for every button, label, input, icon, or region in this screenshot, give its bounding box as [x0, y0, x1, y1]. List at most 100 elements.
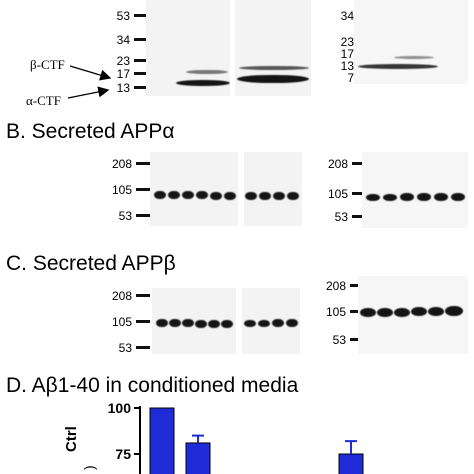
blot-band — [244, 320, 256, 327]
blot-band — [451, 193, 465, 201]
blot-band — [366, 194, 380, 201]
blot-band — [182, 319, 194, 327]
blot-a-3 — [354, 0, 468, 84]
blot-band — [417, 193, 431, 201]
blot-band — [434, 193, 448, 201]
blot-c-2 — [242, 288, 300, 354]
blot-band — [154, 191, 166, 199]
mw-marker-53: 53 — [334, 210, 348, 224]
mw-tick — [136, 320, 150, 323]
blot-band — [394, 308, 410, 317]
blot-band — [182, 191, 194, 199]
mw-tick — [350, 310, 364, 313]
mw-tick — [134, 72, 146, 75]
mw-marker-17: 17 — [340, 47, 354, 61]
blot-band — [156, 319, 168, 327]
blot-band — [176, 80, 230, 86]
blot-band — [445, 306, 463, 316]
blot-band — [195, 320, 207, 328]
mw-tick — [136, 294, 150, 297]
mw-marker-7: 7 — [347, 71, 354, 85]
mw-marker-208: 208 — [111, 157, 132, 171]
mw-marker-208: 208 — [111, 289, 132, 303]
blot-band — [358, 64, 438, 69]
mw-marker-17: 17 — [116, 67, 130, 81]
mw-tick — [352, 162, 366, 165]
blot-band — [360, 308, 376, 317]
alpha-ctf-label: α-CTF — [26, 93, 61, 108]
mw-marker-53: 53 — [116, 9, 130, 23]
mw-tick — [136, 214, 150, 217]
blot-band — [208, 320, 220, 328]
panel-d-title: D. Aβ1-40 in conditioned media — [6, 374, 299, 397]
blot-band — [237, 75, 309, 83]
mw-tick — [350, 338, 364, 341]
mw-tick — [352, 192, 366, 195]
mw-marker-105: 105 — [327, 187, 348, 201]
blot-band — [286, 319, 298, 327]
mw-marker-208: 208 — [327, 157, 348, 171]
mw-tick — [136, 188, 150, 191]
mw-marker-23: 23 — [116, 54, 130, 68]
bar — [185, 442, 211, 474]
mw-marker-53: 53 — [118, 341, 132, 355]
bar — [149, 407, 175, 474]
mw-marker-105: 105 — [111, 315, 132, 329]
blot-band — [186, 70, 228, 74]
blot-c-3 — [358, 276, 468, 354]
mw-tick — [136, 346, 150, 349]
mw-tick — [134, 86, 146, 89]
blot-band — [259, 192, 271, 200]
mw-marker-208: 208 — [325, 279, 346, 293]
blot-band — [224, 192, 236, 200]
blot-a-2 — [235, 0, 311, 96]
blot-band — [394, 56, 434, 59]
mw-marker-53: 53 — [118, 209, 132, 223]
mw-marker-13: 13 — [340, 59, 354, 73]
blot-b-1 — [150, 152, 238, 226]
y-tick-label: 75 — [115, 446, 131, 462]
blot-b-2 — [244, 152, 302, 226]
mw-marker-105: 105 — [325, 305, 346, 319]
mw-tick — [134, 59, 146, 62]
mw-marker-34: 34 — [340, 9, 354, 23]
blot-band — [221, 320, 233, 328]
blot-band — [245, 192, 257, 200]
blot-band — [210, 192, 222, 200]
mw-marker-13: 13 — [116, 81, 130, 95]
blot-band — [400, 193, 414, 201]
blot-band — [377, 308, 393, 317]
panel-b-title: B. Secreted APPα — [6, 120, 175, 143]
mw-marker-34: 34 — [116, 33, 130, 47]
blot-band — [383, 194, 397, 201]
blot-band — [272, 319, 284, 327]
blot-band — [239, 66, 309, 70]
mw-tick — [136, 162, 150, 165]
mw-tick — [134, 14, 146, 17]
mw-marker-105: 105 — [111, 183, 132, 197]
beta-ctf-arrow — [69, 65, 112, 81]
blot-band — [428, 307, 444, 316]
blot-a-1 — [146, 0, 230, 96]
panel-c-title: C. Secreted APPβ — [6, 252, 176, 275]
y-tick-label: 100 — [108, 400, 132, 416]
blot-band — [168, 191, 180, 199]
mw-tick — [350, 284, 364, 287]
bar — [338, 453, 364, 474]
blot-band — [287, 192, 299, 200]
mw-tick — [352, 215, 366, 218]
blot-b-3 — [362, 152, 468, 228]
mw-tick — [134, 38, 146, 41]
mw-marker-53: 53 — [332, 333, 346, 347]
blot-c-1 — [152, 288, 236, 354]
beta-ctf-label: β-CTF — [30, 57, 65, 72]
mw-marker-23: 23 — [340, 35, 354, 49]
blot-band — [169, 319, 181, 327]
blot-band — [196, 191, 208, 199]
alpha-ctf-arrow — [67, 86, 110, 99]
blot-band — [273, 192, 285, 200]
blot-band — [411, 307, 427, 316]
blot-band — [258, 320, 270, 327]
